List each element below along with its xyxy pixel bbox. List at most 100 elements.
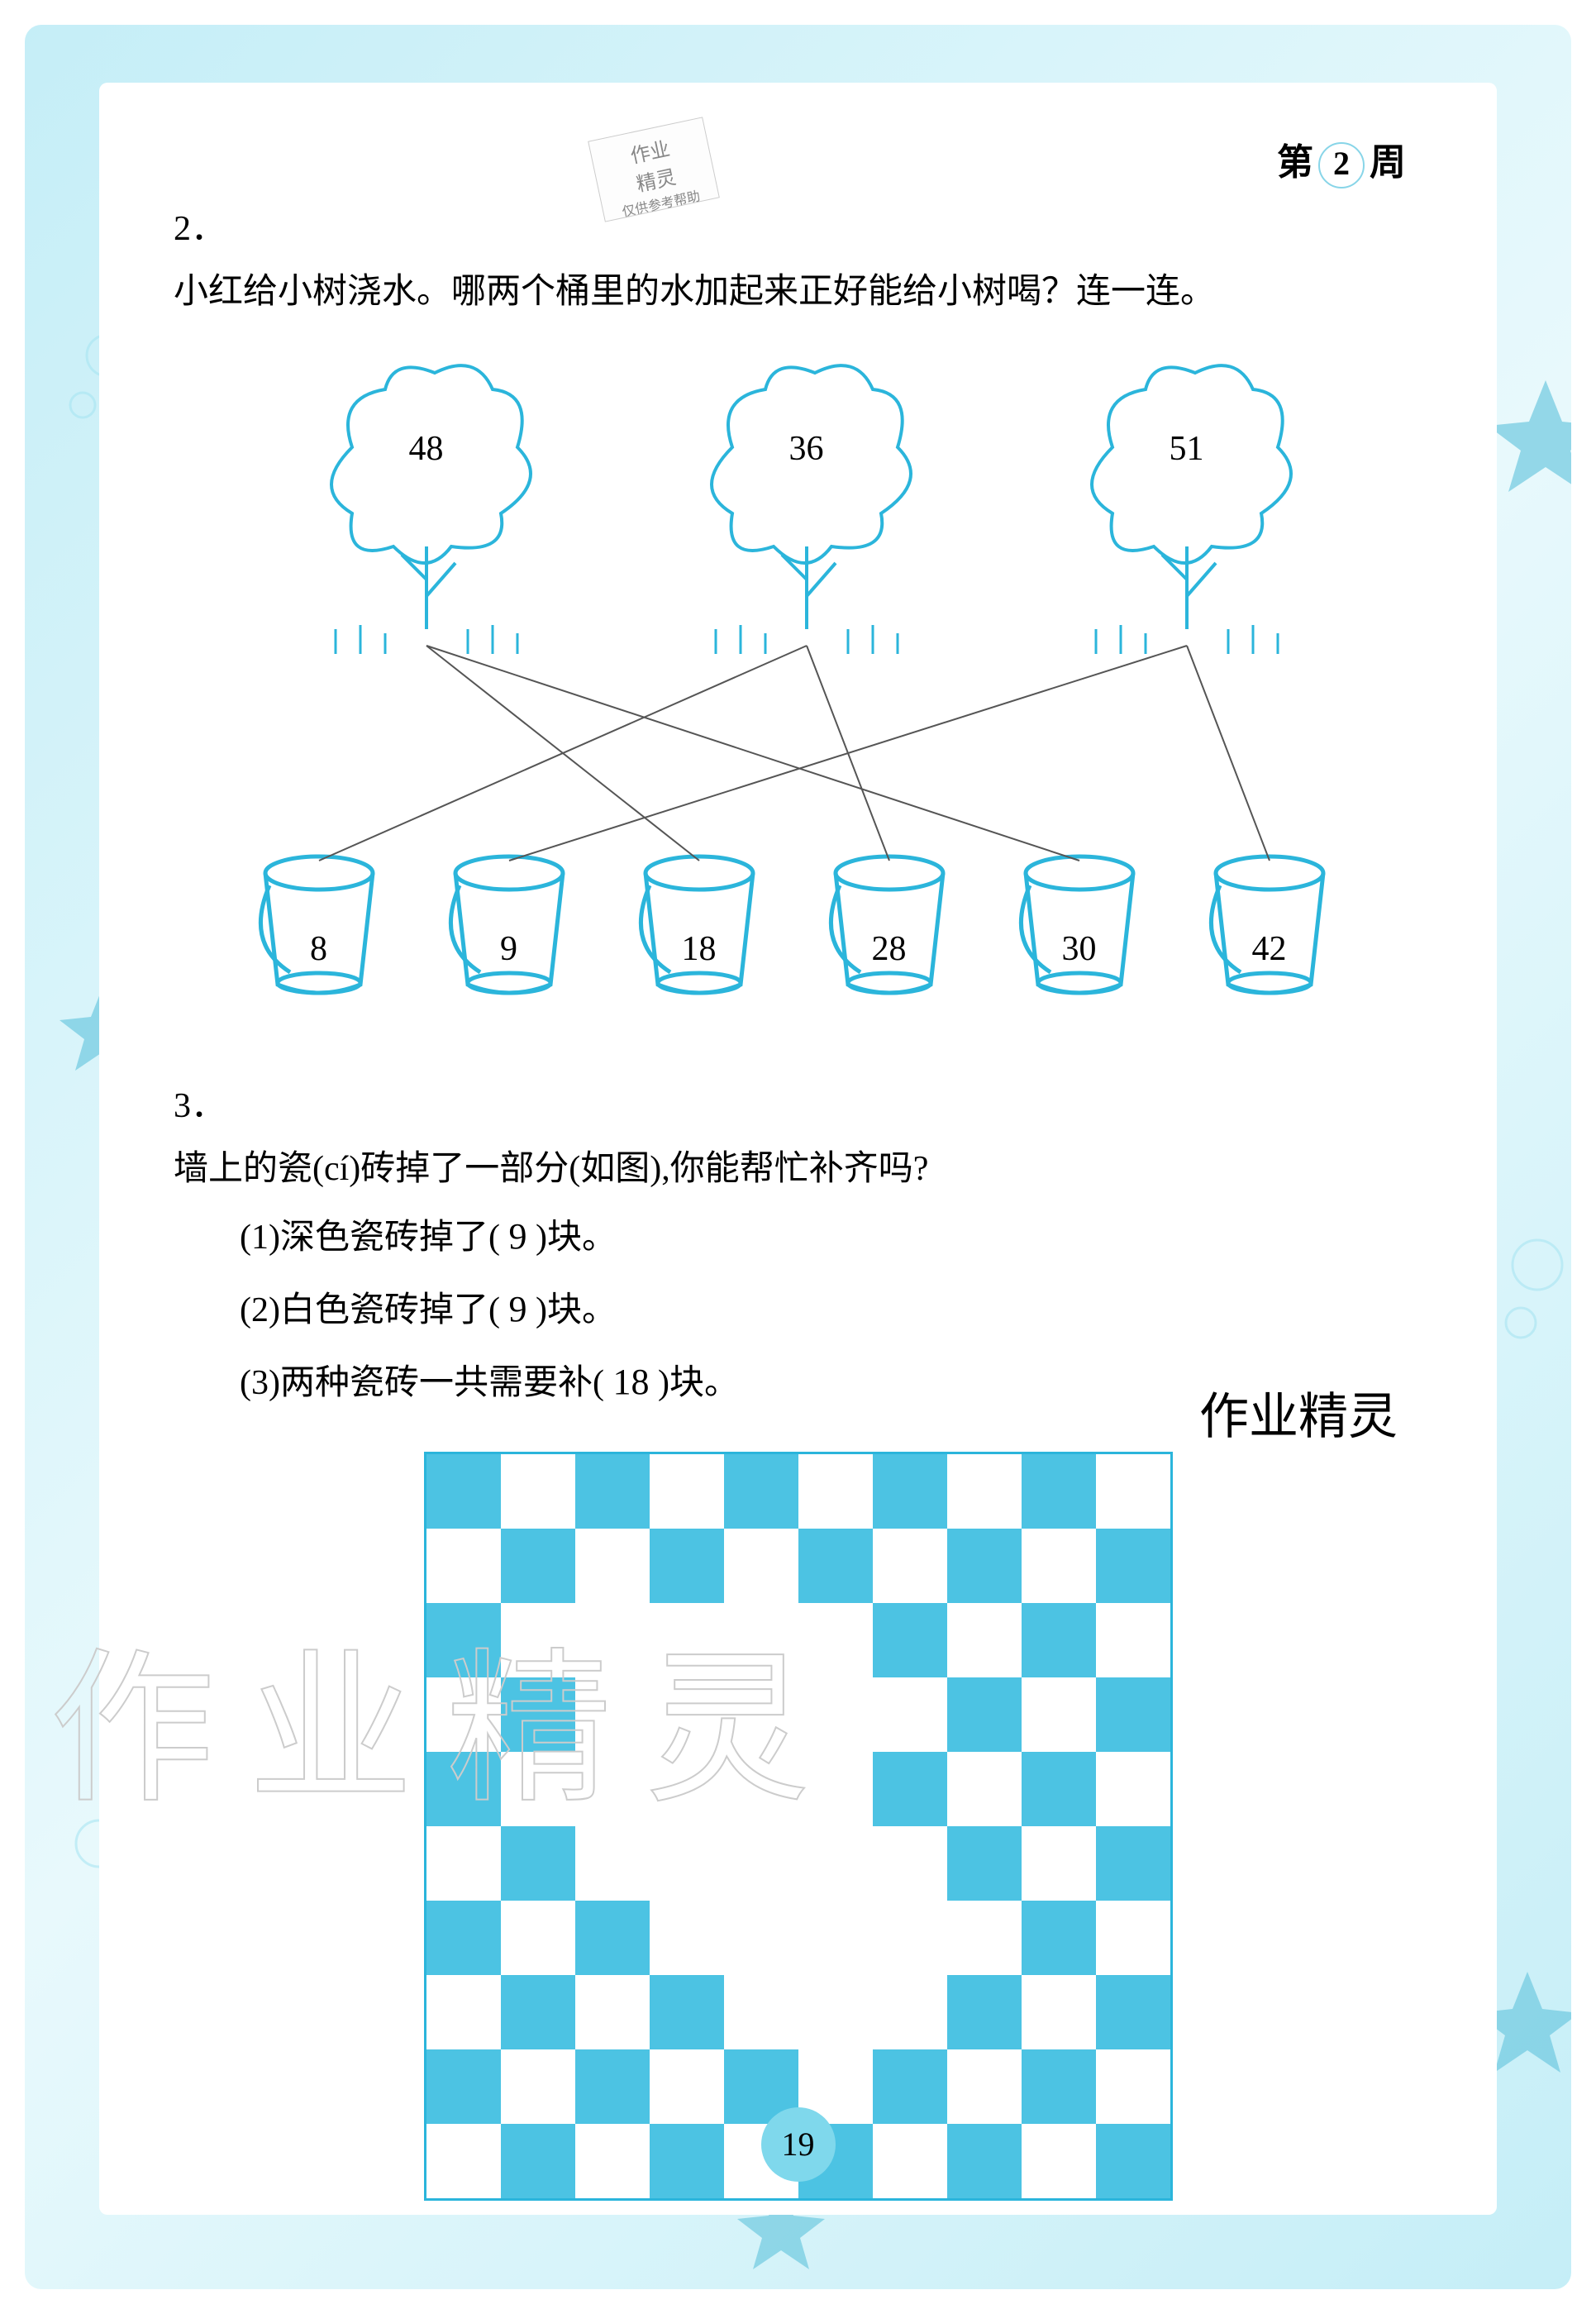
tile	[426, 1454, 501, 1529]
tile	[426, 1975, 501, 2049]
tile	[426, 1826, 501, 1901]
q3-sub2: (2)白色瓷砖掉了( 9 )块。	[240, 1273, 1422, 1346]
tile	[798, 1901, 873, 1975]
tile	[724, 1677, 798, 1752]
question-2: 2． 小红给小树浇水。哪两个桶里的水加起来正好能给小树喝？连一连。 48	[174, 198, 1422, 1026]
tile	[650, 1454, 724, 1529]
tile	[575, 2124, 650, 2198]
tile	[650, 1975, 724, 2049]
tile	[575, 1901, 650, 1975]
question-3: 3． 墙上的瓷(cí)砖掉了一部分(如图),你能帮忙补齐吗? (1)深色瓷砖掉了…	[174, 1076, 1422, 2201]
q3-sub1-prefix: (1)深色瓷砖掉了(	[240, 1219, 500, 1257]
tile	[426, 1752, 501, 1826]
tile	[575, 1454, 650, 1529]
tile	[650, 2124, 724, 2198]
q3-sub2-prefix: (2)白色瓷砖掉了(	[240, 1291, 500, 1329]
page-number: 19	[761, 2107, 836, 2182]
tile	[575, 1603, 650, 1677]
tile	[1096, 1975, 1170, 2049]
tile	[947, 1454, 1022, 1529]
handwritten-note: 作业精灵	[1199, 1372, 1398, 1462]
tile	[426, 2124, 501, 2198]
tile	[501, 2124, 575, 2198]
tile	[947, 1975, 1022, 2049]
tile	[501, 1901, 575, 1975]
q3-sub3-suffix: )块。	[658, 1364, 739, 1402]
tile	[426, 1603, 501, 1677]
tile	[650, 1901, 724, 1975]
tile	[1096, 1901, 1170, 1975]
tile	[873, 1752, 947, 1826]
tile	[501, 1752, 575, 1826]
tile	[1096, 1529, 1170, 1603]
tile	[724, 1752, 798, 1826]
main-content: 2． 小红给小树浇水。哪两个桶里的水加起来正好能给小树喝？连一连。 48	[99, 83, 1497, 2250]
tile	[650, 1826, 724, 1901]
q3-sub2-suffix: )块。	[536, 1291, 617, 1329]
q3-tile-grid	[424, 1452, 1173, 2201]
bucket-label-0: 8	[286, 918, 352, 981]
tile	[798, 1677, 873, 1752]
tile	[947, 1677, 1022, 1752]
tile	[501, 1454, 575, 1529]
q2-number: 2．	[174, 198, 223, 261]
tile	[724, 1454, 798, 1529]
tile	[873, 2124, 947, 2198]
tile	[947, 1529, 1022, 1603]
tile	[724, 1975, 798, 2049]
q2-connection-lines	[220, 348, 1377, 1026]
q3-sub1: (1)深色瓷砖掉了( 9 )块。	[240, 1200, 1422, 1273]
tile	[1096, 1454, 1170, 1529]
q3-text: 墙上的瓷(cí)砖掉了一部分(如图),你能帮忙补齐吗?	[174, 1138, 1365, 1201]
tile	[873, 1603, 947, 1677]
tile	[1096, 1603, 1170, 1677]
tile	[575, 1826, 650, 1901]
tile	[1022, 2124, 1096, 2198]
tile	[1022, 1454, 1096, 1529]
tile	[1022, 1901, 1096, 1975]
q3-number: 3．	[174, 1076, 223, 1138]
q3-sub1-suffix: )块。	[536, 1219, 617, 1257]
tile	[575, 1975, 650, 2049]
tile	[501, 1975, 575, 2049]
tile	[501, 1603, 575, 1677]
tile	[1022, 1752, 1096, 1826]
tile	[1096, 1677, 1170, 1752]
tile	[501, 1677, 575, 1752]
tile	[650, 1603, 724, 1677]
tile	[724, 1901, 798, 1975]
tile	[426, 1677, 501, 1752]
tile	[873, 1677, 947, 1752]
tile	[873, 1826, 947, 1901]
tile	[426, 2049, 501, 2124]
tile	[1096, 1826, 1170, 1901]
bucket-label-3: 28	[856, 918, 922, 981]
q3-sub3-prefix: (3)两种瓷砖一共需要补(	[240, 1364, 604, 1402]
tile	[575, 2049, 650, 2124]
tile	[1096, 2049, 1170, 2124]
tile	[947, 2124, 1022, 2198]
tile	[575, 1529, 650, 1603]
tile	[873, 2049, 947, 2124]
tile	[947, 1901, 1022, 1975]
tile	[724, 1826, 798, 1901]
tile	[947, 1752, 1022, 1826]
tile	[947, 1603, 1022, 1677]
q3-sub1-answer: 9	[508, 1216, 526, 1257]
tile	[650, 1752, 724, 1826]
tile	[501, 1826, 575, 1901]
tile	[724, 1529, 798, 1603]
tile	[873, 1454, 947, 1529]
page-content-area: 第2周 作业 精灵 仅供参考帮助 2． 小红给小树浇水。哪两个桶里的水加起来正好…	[99, 83, 1497, 2215]
tile	[798, 1826, 873, 1901]
tile	[426, 1901, 501, 1975]
tile	[1022, 1603, 1096, 1677]
tile	[724, 1603, 798, 1677]
bucket-label-4: 30	[1046, 918, 1112, 981]
tile	[1022, 1677, 1096, 1752]
tile	[1022, 1975, 1096, 2049]
tile	[1096, 2124, 1170, 2198]
tile	[798, 1529, 873, 1603]
tile	[798, 1603, 873, 1677]
tile	[1022, 1826, 1096, 1901]
